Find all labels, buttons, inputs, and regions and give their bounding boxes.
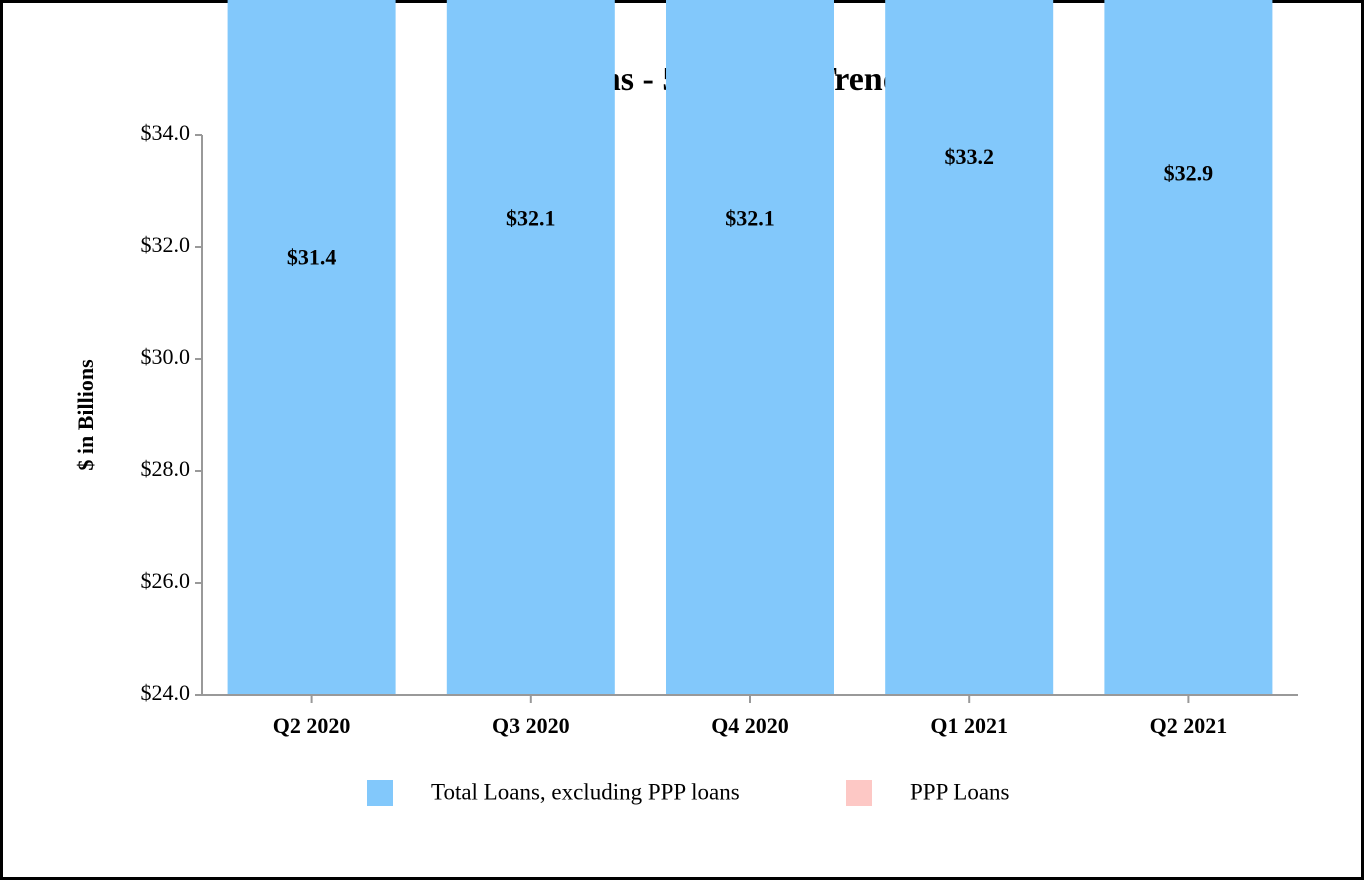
x-tick-label: Q1 2021 — [930, 713, 1008, 738]
legend-swatch — [846, 780, 872, 806]
y-tick-label: $28.0 — [141, 456, 191, 481]
y-axis-label: $ in Billions — [73, 359, 98, 471]
y-tick-label: $24.0 — [141, 680, 191, 705]
x-tick-label: Q2 2021 — [1150, 713, 1228, 738]
bar-segment — [1104, 0, 1273, 695]
bar-segment — [666, 0, 834, 695]
bar-segment — [885, 0, 1054, 695]
y-tick-label: $32.0 — [141, 232, 191, 257]
y-tick-label: $26.0 — [141, 568, 191, 593]
bar-segment — [446, 0, 615, 695]
total-label: $32.1 — [506, 205, 556, 230]
bar-segment — [227, 0, 396, 695]
legend-label: PPP Loans — [910, 779, 1010, 804]
total-label: $32.1 — [725, 205, 775, 230]
y-tick-label: $34.0 — [141, 120, 191, 145]
x-tick-label: Q3 2020 — [492, 713, 570, 738]
total-label: $33.2 — [944, 144, 994, 169]
total-label: $32.9 — [1164, 161, 1214, 186]
y-tick-label: $30.0 — [141, 344, 191, 369]
x-tick-label: Q4 2020 — [711, 713, 789, 738]
legend-label: Total Loans, excluding PPP loans — [431, 779, 740, 804]
x-tick-label: Q2 2020 — [273, 713, 351, 738]
legend-swatch — [367, 780, 393, 806]
total-label: $31.4 — [287, 245, 337, 270]
